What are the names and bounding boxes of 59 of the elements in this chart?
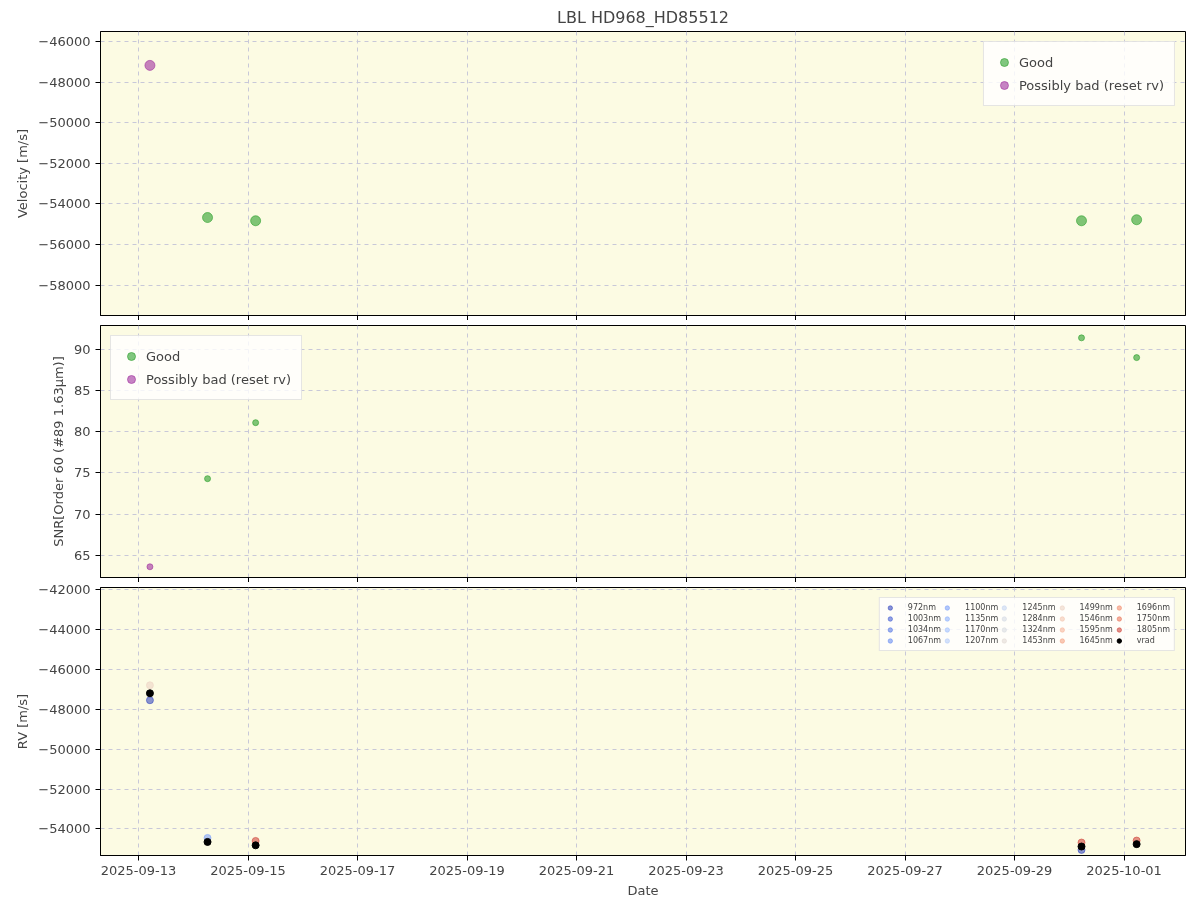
legend-label: 1207nm [965,635,999,646]
x-tick-label: 2025-09-29 [976,862,1053,878]
legend-label: 1546nm [1079,613,1113,624]
legend-label: 1135nm [965,613,999,624]
y-tick-label: −50000 [38,115,91,131]
x-tick-label: 2025-09-13 [100,862,177,878]
x-tick-label: 2025-09-19 [429,862,505,878]
legend-label: 1499nm [1079,602,1113,613]
y-tick-label: 90 [73,341,91,357]
x-tick-label: 2025-09-17 [319,862,396,878]
y-tick-label: −52000 [38,155,91,171]
y-tick-label: 80 [73,424,91,440]
legend-label: 972nm [907,602,936,613]
legend-label: 1284nm [1022,613,1056,624]
legend-label: 1100nm [965,602,999,613]
y-axis-title: Velocity [m/s] [15,128,31,219]
legend-label: 1067nm [907,635,942,646]
legend-label: 1170nm [965,624,999,635]
y-tick-label: −42000 [38,582,91,597]
y-tick-label: −58000 [38,277,91,293]
legend-label: 1805nm [1136,624,1170,635]
legend-label: 1324nm [1022,624,1056,635]
x-tick-label: 2025-10-01 [1086,862,1162,878]
legend-label: vrad [1136,635,1156,646]
x-tick-label: 2025-09-25 [757,862,834,878]
legend-label: Good [146,348,181,364]
y-tick-label: −54000 [38,821,91,837]
y-tick-label: −48000 [38,701,91,717]
y-tick-label: −46000 [38,661,91,677]
y-tick-label: 65 [73,547,91,563]
y-tick-label: 70 [73,506,91,522]
x-tick-label: 2025-09-21 [538,862,615,878]
legend-label: 1003nm [907,613,942,624]
y-tick-label: 75 [73,465,91,481]
y-axis-title: RV [m/s] [15,693,31,750]
y-tick-label: −54000 [38,196,91,212]
legend-label: 1750nm [1136,613,1170,624]
y-tick-label: −48000 [38,74,91,90]
legend-label: 1595nm [1079,624,1113,635]
x-axis-title: Date [627,882,659,898]
legend-label: Possibly bad (reset rv) [1018,77,1164,93]
y-tick-label: −52000 [38,781,91,797]
y-tick-label: −46000 [38,34,91,50]
y-tick-label: −50000 [38,741,91,757]
legend-label: 1245nm [1022,602,1056,613]
legend-label: Possibly bad (reset rv) [146,371,292,387]
y-tick-label: −44000 [38,621,91,637]
x-tick-label: 2025-09-27 [867,862,943,878]
y-axis-title: SNR[Order 60 (#89 1.63μm)] [50,356,66,547]
legend-label: 1696nm [1136,602,1170,613]
chart-title: LBL HD968_HD85512 [556,7,730,28]
y-tick-label: −56000 [38,237,91,252]
legend-label: 1034nm [907,624,942,635]
legend-label: 1453nm [1022,635,1056,646]
legend-label: 1645nm [1079,635,1113,646]
x-tick-label: 2025-09-15 [210,862,286,878]
y-tick-label: 85 [73,383,91,399]
x-tick-label: 2025-09-23 [648,862,724,878]
legend-label: Good [1018,54,1054,70]
